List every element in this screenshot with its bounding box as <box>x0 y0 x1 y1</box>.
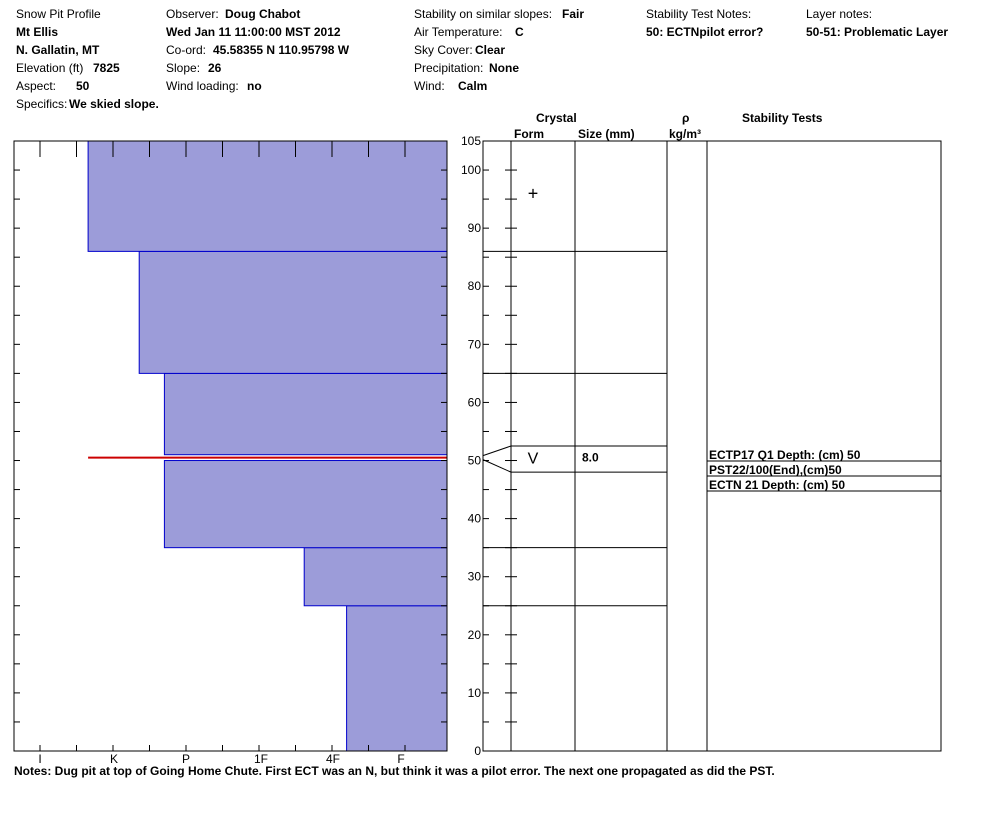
depth-tick-label: 100 <box>461 163 481 177</box>
air-temp-label: Air Temperature: <box>414 25 503 39</box>
slope-label: Slope: <box>166 61 201 75</box>
depth-tick-label: 105 <box>461 134 481 148</box>
stability-test: ECTN 21 Depth: (cm) 50 <box>709 478 845 492</box>
hardness-tick-label: K <box>110 752 118 766</box>
range: N. Gallatin, MT <box>16 43 100 57</box>
coord-value: 45.58355 N 110.95798 W <box>213 43 350 57</box>
date-time: Wed Jan 11 11:00:00 MST 2012 <box>166 25 341 39</box>
crystal-header: Crystal <box>536 111 577 125</box>
weak-band-connector <box>482 459 512 473</box>
depth-tick-label: 90 <box>468 221 482 235</box>
air-temp-value: C <box>515 25 524 39</box>
specifics-value: We skied slope. <box>69 97 159 111</box>
stability-label: Stability on similar slopes: <box>414 7 553 21</box>
weak-band-connector <box>482 445 512 457</box>
depth-tick-label: 40 <box>468 512 482 526</box>
elevation-value: 7825 <box>93 61 120 75</box>
profile-table-frame <box>482 140 942 752</box>
sky-cover-value: Clear <box>475 43 506 57</box>
observer-label: Observer: <box>166 7 219 21</box>
hardness-bar <box>163 460 448 549</box>
hardness-bar <box>346 605 448 752</box>
hardness-bar <box>138 250 448 374</box>
precip-value: None <box>489 61 519 75</box>
precip-label: Precipitation: <box>414 61 484 75</box>
hardness-bar <box>303 547 448 607</box>
specifics-label: Specifics: <box>16 97 68 111</box>
layer-notes-label: Layer notes: <box>806 7 873 21</box>
stability-value: Fair <box>562 7 585 21</box>
depth-tick-label: 80 <box>468 279 482 293</box>
stability-test: ECTP17 Q1 Depth: (cm) 50 <box>709 448 861 462</box>
hardness-bar <box>87 140 448 252</box>
crystal-form-symbol: V <box>528 451 539 468</box>
depth-tick-label: 70 <box>468 337 482 351</box>
grain-size: 8.0 <box>582 451 599 465</box>
location: Mt Ellis <box>16 25 59 39</box>
aspect-value: 50 <box>76 79 90 93</box>
depth-tick-label: 10 <box>468 686 482 700</box>
rho-header: ρ <box>682 111 690 125</box>
hardness-bar <box>163 372 448 456</box>
wind-label: Wind: <box>414 79 445 93</box>
coord-label: Co-ord: <box>166 43 207 57</box>
notes: Notes: Dug pit at top of Going Home Chut… <box>14 764 775 778</box>
hardness-tick-label: 1F <box>254 752 268 766</box>
profile-title: Snow Pit Profile <box>16 7 101 21</box>
layer-notes-value: 50-51: Problematic Layer <box>806 25 949 39</box>
hardness-tick-label: F <box>397 752 404 766</box>
hardness-tick-label: P <box>182 752 190 766</box>
wind-value: Calm <box>458 79 488 93</box>
sky-cover-label: Sky Cover: <box>414 43 473 57</box>
depth-tick-label: 60 <box>468 395 482 409</box>
depth-tick-label: 30 <box>468 570 482 584</box>
stability-tests-header: Stability Tests <box>742 111 823 125</box>
depth-tick-label: 0 <box>474 744 481 758</box>
form-header: Form <box>514 127 544 141</box>
hardness-tick-label: 4F <box>326 752 340 766</box>
density-unit-header: kg/m³ <box>669 127 702 141</box>
wind-loading-label: Wind loading: <box>166 79 239 93</box>
hardness-plot-frame <box>13 140 448 752</box>
slope-value: 26 <box>208 61 222 75</box>
stability-test: PST22/100(End),(cm)50 <box>709 463 842 477</box>
depth-tick-label: 20 <box>468 628 482 642</box>
depth-tick-label: 50 <box>468 454 482 468</box>
stability-notes-value: 50: ECTNpilot error? <box>646 25 764 39</box>
observer-value: Doug Chabot <box>225 7 301 21</box>
aspect-label: Aspect: <box>16 79 57 93</box>
hardness-tick-label: I <box>38 752 41 766</box>
elevation-label: Elevation (ft) <box>16 61 84 75</box>
crystal-form-symbol: + <box>528 183 539 203</box>
stability-notes-label: Stability Test Notes: <box>646 7 752 21</box>
size-header: Size (mm) <box>578 127 635 141</box>
wind-loading-value: no <box>247 79 262 93</box>
